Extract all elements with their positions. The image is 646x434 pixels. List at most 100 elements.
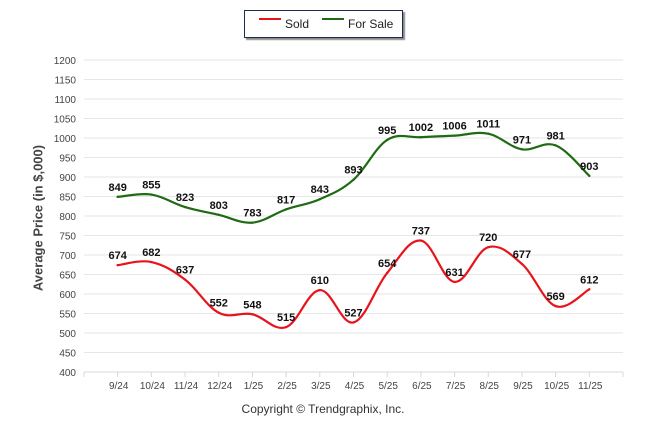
data-label-for-sale: 855 — [142, 180, 160, 192]
legend-swatch-sold — [259, 18, 281, 20]
x-tick-label: 9/24 — [109, 381, 129, 392]
data-point-sold — [318, 288, 322, 292]
y-tick-label: 850 — [59, 193, 76, 204]
y-tick-label: 1100 — [54, 95, 76, 106]
data-label-for-sale: 995 — [378, 125, 396, 137]
y-tick-label: 750 — [59, 232, 76, 243]
data-label-for-sale: 1002 — [409, 122, 433, 134]
data-point-for-sale — [318, 198, 322, 201]
data-point-for-sale — [554, 144, 557, 147]
x-tick-label: 1/25 — [244, 381, 264, 392]
x-tick-label: 2/25 — [277, 381, 297, 392]
data-point-for-sale — [520, 148, 524, 151]
x-axis: 9/24 10/24 11/24 12/24 1/25 2/25 3/25 4/25 5/25 6… — [83, 372, 624, 392]
x-tick-label: 5/25 — [378, 381, 398, 392]
x-tick-label: 3/25 — [311, 381, 331, 392]
data-point-sold — [520, 262, 524, 266]
data-point-for-sale — [385, 138, 389, 142]
data-point-sold — [217, 311, 220, 314]
data-point-for-sale — [284, 208, 288, 211]
data-label-for-sale: 817 — [277, 194, 295, 206]
y-tick-label: 450 — [59, 349, 76, 360]
data-point-for-sale — [487, 132, 490, 135]
data-point-for-sale — [150, 193, 153, 196]
y-tick-label: 650 — [59, 271, 76, 282]
data-label-sold: 612 — [580, 274, 598, 286]
data-label-for-sale: 849 — [109, 182, 127, 194]
data-label-sold: 720 — [479, 232, 497, 244]
data-point-for-sale — [251, 221, 254, 224]
data-point-for-sale — [588, 174, 591, 178]
data-label-for-sale: 1006 — [442, 121, 466, 133]
grid-lines — [84, 59, 623, 373]
data-labels: 674 682 637 552 548 515 610 527 654 737 631 720 677 5… — [109, 119, 599, 324]
data-label-for-sale: 893 — [344, 165, 362, 177]
data-point-for-sale — [116, 195, 119, 199]
x-tick-label: 11/24 — [174, 381, 199, 392]
x-tick-label: 8/25 — [480, 381, 500, 392]
data-point-for-sale — [217, 213, 220, 217]
y-tick-label: 700 — [59, 251, 76, 262]
y-tick-label: 1000 — [54, 134, 77, 145]
y-tick-label: 550 — [59, 310, 76, 321]
y-tick-label: 600 — [59, 290, 76, 301]
data-point-sold — [419, 239, 423, 242]
y-tick-label: 1200 — [54, 56, 77, 67]
data-label-sold: 515 — [277, 312, 295, 324]
data-label-sold: 674 — [109, 250, 128, 262]
legend-label-sold: Sold — [285, 17, 310, 31]
data-point-for-sale — [419, 136, 423, 139]
data-point-sold — [150, 260, 153, 264]
x-tick-label: 7/25 — [446, 381, 466, 392]
data-label-sold: 654 — [378, 258, 397, 270]
y-axis-ticks: 400 450 500 550 600 650 700 750 800 850 900 950 1000… — [54, 56, 77, 379]
legend: Sold For Sale — [244, 10, 403, 38]
y-tick-label: 1050 — [54, 115, 77, 126]
x-tick-label: 11/25 — [578, 381, 603, 392]
y-tick-label: 400 — [59, 368, 76, 379]
x-tick-label: 6/25 — [412, 381, 432, 392]
data-label-sold: 637 — [176, 265, 194, 277]
series-line-for-sale — [116, 131, 591, 224]
legend-label-for-sale: For Sale — [348, 17, 394, 31]
data-point-sold — [588, 288, 591, 291]
legend-swatch-for-sale — [322, 18, 344, 20]
x-tick-label: 4/25 — [345, 381, 365, 392]
data-label-sold: 682 — [142, 247, 160, 259]
data-point-sold — [352, 321, 355, 324]
data-label-sold: 548 — [243, 299, 261, 311]
y-axis-label: Average Price (in $,000) — [30, 144, 46, 292]
data-point-sold — [554, 304, 557, 308]
data-point-for-sale — [352, 178, 355, 181]
x-tick-label: 10/25 — [544, 381, 569, 392]
data-point-sold — [385, 271, 389, 275]
y-tick-label: 900 — [59, 173, 76, 184]
y-tick-label: 500 — [59, 329, 76, 340]
copyright-text: Copyright © Trendgraphix, Inc. — [241, 402, 405, 416]
data-label-for-sale: 783 — [243, 208, 261, 220]
data-label-sold: 552 — [210, 298, 228, 310]
data-label-for-sale: 803 — [210, 200, 228, 212]
data-point-for-sale — [183, 205, 187, 209]
x-tick-label: 12/24 — [207, 381, 232, 392]
data-label-sold: 631 — [445, 267, 463, 279]
data-point-sold — [116, 263, 119, 267]
data-label-for-sale: 843 — [311, 184, 329, 196]
data-point-sold — [453, 280, 456, 284]
data-label-for-sale: 903 — [580, 161, 598, 173]
data-label-sold: 610 — [311, 275, 329, 287]
x-tick-label: 9/25 — [513, 381, 533, 392]
data-label-for-sale: 981 — [546, 130, 564, 142]
data-point-sold — [487, 246, 490, 249]
data-point-sold — [251, 313, 254, 316]
data-point-sold — [183, 278, 187, 281]
data-point-sold — [284, 325, 288, 329]
data-label-sold: 737 — [412, 226, 430, 238]
y-tick-label: 1150 — [54, 76, 76, 87]
data-label-for-sale: 971 — [513, 134, 531, 146]
data-label-sold: 569 — [546, 291, 564, 303]
data-point-for-sale — [453, 134, 456, 137]
data-label-sold: 527 — [344, 307, 362, 319]
series-lines — [116, 131, 591, 330]
